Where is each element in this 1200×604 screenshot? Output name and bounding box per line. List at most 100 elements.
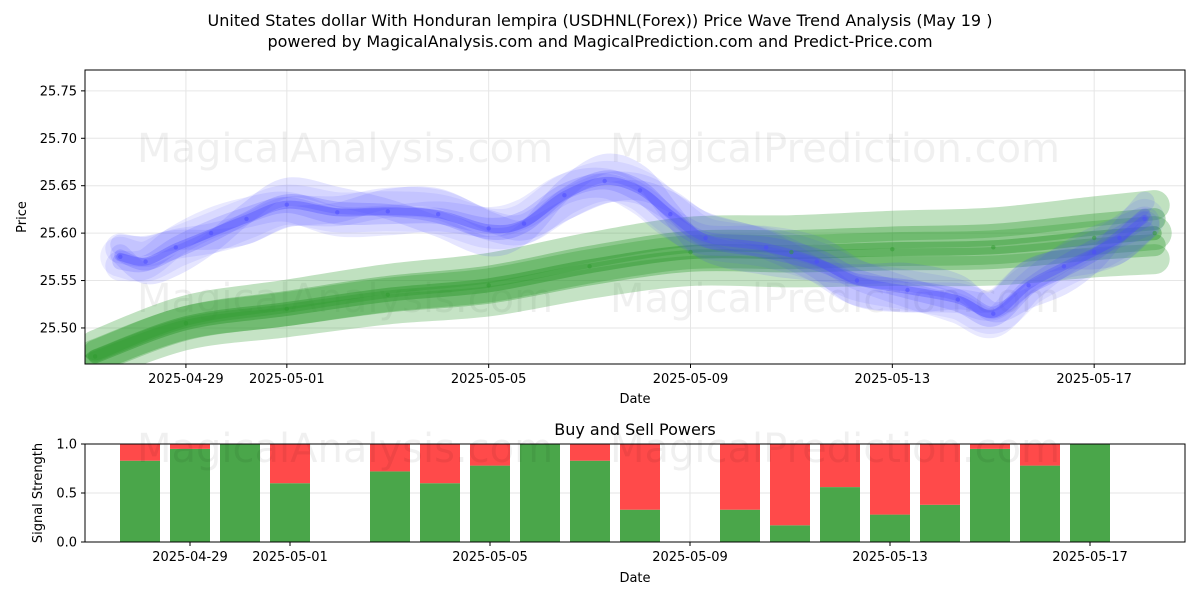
chart-title-line2: powered by MagicalAnalysis.com and Magic… (267, 32, 932, 51)
blue-wave-point (602, 178, 607, 184)
sell-bar (420, 444, 460, 484)
signal-x-tick-label: 2025-05-17 (1052, 550, 1128, 565)
blue-wave-point (905, 287, 910, 293)
blue-wave-point (1026, 283, 1031, 288)
sell-bar (820, 444, 860, 488)
blue-wave-point (335, 210, 340, 215)
price-y-tick-label: 25.50 (40, 321, 77, 336)
signal-panel: Buy and Sell Powers MagicalAnalysis.com … (31, 420, 1186, 586)
buy-bar (220, 444, 260, 542)
price-y-tick-label: 25.65 (40, 179, 77, 194)
signal-plot-frame (84, 443, 1186, 543)
green-wave-point (1092, 235, 1097, 241)
watermark-prediction-top: MagicalPrediction.com (610, 126, 1060, 172)
price-panel: MagicalAnalysis.com MagicalPrediction.co… (15, 69, 1186, 407)
green-wave-band (85, 190, 1170, 361)
blue-wave-point (668, 212, 673, 217)
signal-x-tick-label: 2025-05-01 (252, 550, 328, 565)
signal-bars (120, 444, 1110, 542)
blue-wave-point (764, 245, 769, 250)
watermark-prediction-mid: MagicalPrediction.com (610, 276, 1060, 322)
blue-wave-point (284, 202, 289, 207)
green-wave-point (890, 247, 895, 252)
blue-wave-point (1117, 235, 1122, 241)
price-x-tick-label: 2025-04-29 (148, 372, 224, 387)
watermark-analysis-bottom: MagicalAnalysis.com (137, 426, 553, 472)
signal-axes: 2025-04-29 2025-05-01 2025-05-05 2025-05-09… (56, 438, 1127, 566)
signal-x-tick-label: 2025-04-29 (152, 550, 228, 565)
buy-bar (1070, 444, 1110, 542)
blue-wave-point (814, 259, 819, 264)
wave-layers (85, 153, 1172, 364)
blue-wave-point (637, 188, 643, 193)
sell-bar (620, 444, 660, 510)
buy-bar (170, 448, 210, 542)
buy-bar (870, 514, 910, 542)
buy-bar (470, 465, 510, 542)
price-x-tick-label: 2025-05-05 (451, 372, 527, 387)
blue-wave-band (105, 167, 1160, 339)
buy-bar (520, 444, 560, 542)
buy-bar (770, 525, 810, 542)
signal-x-axis-label: Date (619, 571, 650, 586)
price-y-axis-label: Price (15, 201, 30, 233)
price-y-tick-label: 25.55 (40, 274, 77, 289)
sell-bar (870, 444, 910, 515)
buy-bar (270, 483, 310, 542)
blue-wave-band (112, 173, 1153, 327)
green-wave-band (85, 234, 1166, 364)
price-x-axis-label: Date (619, 392, 650, 407)
price-grid (85, 70, 1185, 364)
blue-wave-point (143, 259, 148, 264)
buy-bar (370, 471, 410, 542)
blue-wave-point (703, 235, 708, 241)
price-x-tick-label: 2025-05-01 (249, 372, 325, 387)
green-wave-band (85, 244, 1170, 364)
sell-bar (170, 444, 210, 449)
green-wave-point (1152, 230, 1157, 236)
green-wave-band (85, 208, 1166, 362)
price-x-tick-label: 2025-05-13 (855, 372, 931, 387)
buy-bar (620, 509, 660, 542)
sell-bar (1020, 444, 1060, 466)
blue-wave-point (991, 311, 996, 316)
price-y-tick-label: 25.75 (40, 84, 77, 99)
blue-wave-point (1142, 216, 1147, 222)
sell-bar (720, 444, 760, 510)
signal-x-tick-label: 2025-05-13 (852, 550, 928, 565)
watermark-analysis-top: MagicalAnalysis.com (137, 126, 553, 172)
buy-bar (920, 504, 960, 542)
price-y-tick-label: 25.70 (40, 132, 77, 147)
blue-wave-point (173, 245, 178, 250)
signal-y-axis-label: Signal Strength (31, 443, 46, 543)
sell-bar (770, 444, 810, 526)
buy-bar (420, 483, 460, 542)
green-wave-point (587, 264, 592, 269)
buy-bar (1020, 465, 1060, 542)
blue-wave-point (486, 226, 491, 231)
blue-wave-point (118, 254, 123, 259)
blue-wave-band (114, 170, 1151, 319)
chart-title-line1: United States dollar With Honduran lempi… (208, 11, 993, 30)
green-wave-point (688, 249, 693, 255)
blue-wave-band (110, 153, 1155, 323)
signal-x-tick-label: 2025-05-09 (652, 550, 728, 565)
green-wave-point (486, 283, 491, 288)
blue-wave-point (385, 209, 390, 214)
blue-wave-point (955, 297, 961, 302)
signal-y-tick-label: 0.0 (56, 536, 77, 551)
price-x-tick-label: 2025-05-09 (653, 372, 729, 387)
signal-y-tick-label: 0.5 (56, 487, 77, 502)
buy-bar (720, 509, 760, 542)
blue-wave-point (208, 230, 214, 236)
sell-bar (570, 444, 610, 461)
green-wave-point (789, 249, 794, 255)
blue-wave-point (521, 221, 527, 226)
blue-wave-point (562, 193, 567, 198)
sell-bar (920, 444, 960, 505)
blue-wave-point (1092, 249, 1097, 255)
price-waves (85, 153, 1172, 364)
green-wave-point (92, 354, 98, 359)
